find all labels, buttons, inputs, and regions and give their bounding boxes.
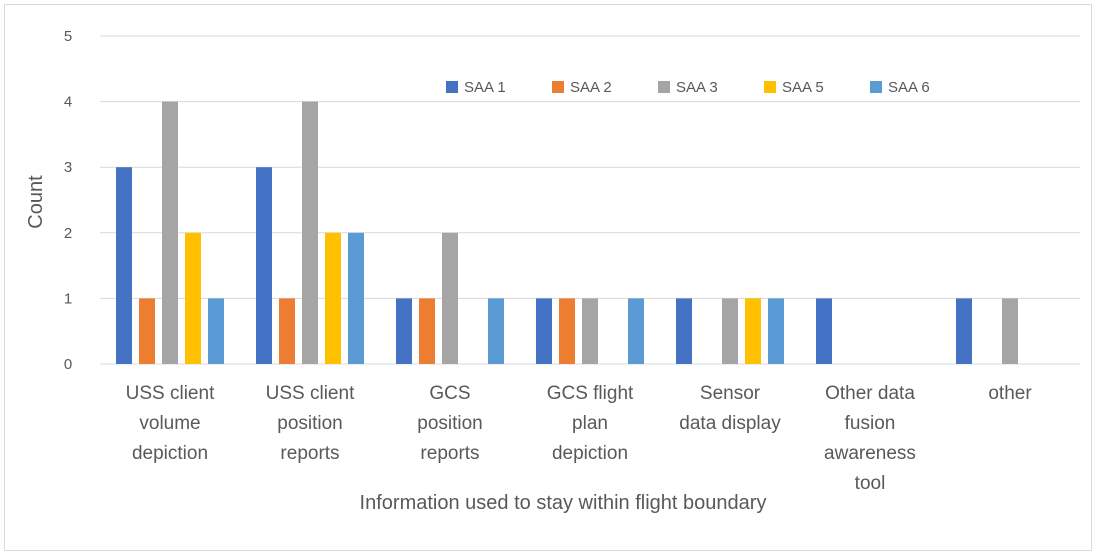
x-category-label-line: data display	[679, 413, 781, 434]
bar-saa-1	[816, 298, 832, 364]
x-category-label-line: other	[988, 383, 1032, 404]
y-tick-label: 5	[64, 28, 72, 45]
bar-saa-3	[302, 101, 318, 364]
x-category-label-line: awareness	[824, 443, 916, 464]
bar-saa-6	[348, 232, 364, 364]
bar-saa-6	[488, 298, 504, 364]
x-category-label-line: depiction	[552, 443, 628, 464]
bar-saa-3	[722, 298, 738, 364]
bar-saa-3	[442, 232, 458, 364]
legend-label: SAA 1	[464, 79, 506, 96]
y-axis-title: Count	[25, 175, 47, 229]
legend-swatch	[658, 81, 670, 93]
bar-saa-1	[676, 298, 692, 364]
x-category-labels: USS client volume depiction USS client posit…	[126, 383, 1033, 494]
bar-saa-1	[956, 298, 972, 364]
x-category-label: other	[988, 383, 1032, 404]
legend-swatch	[764, 81, 776, 93]
x-category-label: GCS flight plan depiction	[547, 383, 634, 464]
x-category-label-line: reports	[420, 443, 479, 464]
legend-label: SAA 5	[782, 79, 824, 96]
bar-saa-1	[536, 298, 552, 364]
bar-saa-1	[116, 167, 132, 364]
x-category-label-line: reports	[280, 443, 339, 464]
x-category-label-line: fusion	[845, 413, 896, 434]
x-category-label: Sensor data display	[679, 383, 781, 434]
legend-swatch	[552, 81, 564, 93]
legend-label: SAA 3	[676, 79, 718, 96]
x-category-label-line: GCS	[429, 383, 470, 404]
bar-saa-2	[279, 298, 295, 364]
y-tick-label: 1	[64, 290, 72, 307]
bar-saa-2	[559, 298, 575, 364]
x-category-label-line: tool	[855, 473, 886, 494]
x-category-label-line: volume	[139, 413, 200, 434]
bar-saa-5	[325, 232, 341, 364]
x-category-label-line: depiction	[132, 443, 208, 464]
x-category-label-line: USS client	[266, 383, 355, 404]
legend: SAA 1 SAA 2 SAA 3 SAA 5 SAA 6	[446, 79, 930, 96]
bar-saa-3	[582, 298, 598, 364]
legend-swatch	[446, 81, 458, 93]
x-axis-title: Information used to stay within flight b…	[360, 492, 767, 514]
bar-saa-6	[628, 298, 644, 364]
bar-saa-6	[208, 298, 224, 364]
x-category-label: USS client position reports	[266, 383, 355, 464]
bar-saa-2	[419, 298, 435, 364]
y-tick-label: 0	[64, 356, 72, 373]
x-category-label-line: position	[417, 413, 483, 434]
x-category-label: USS client volume depiction	[126, 383, 215, 464]
bar-saa-6	[768, 298, 784, 364]
legend-label: SAA 2	[570, 79, 612, 96]
bar-saa-5	[745, 298, 761, 364]
y-tick-label: 3	[64, 159, 72, 176]
bar-saa-2	[139, 298, 155, 364]
x-category-label-line: plan	[572, 413, 608, 434]
x-category-label: Other data fusion awareness tool	[824, 383, 916, 494]
bar-saa-3	[1002, 298, 1018, 364]
x-category-label-line: USS client	[126, 383, 215, 404]
x-category-label-line: Other data	[825, 383, 915, 404]
x-category-label-line: Sensor	[700, 383, 761, 404]
legend-label: SAA 6	[888, 79, 930, 96]
bar-saa-1	[396, 298, 412, 364]
bars	[116, 101, 1018, 364]
legend-swatch	[870, 81, 882, 93]
bar-saa-3	[162, 101, 178, 364]
x-category-label-line: position	[277, 413, 343, 434]
y-tick-labels: 0 1 2 3 4 5	[64, 28, 72, 373]
bar-saa-1	[256, 167, 272, 364]
y-tick-label: 4	[64, 94, 72, 111]
x-category-label: GCS position reports	[417, 383, 483, 464]
x-category-label-line: GCS flight	[547, 383, 634, 404]
y-tick-label: 2	[64, 225, 72, 242]
bar-saa-5	[185, 232, 201, 364]
